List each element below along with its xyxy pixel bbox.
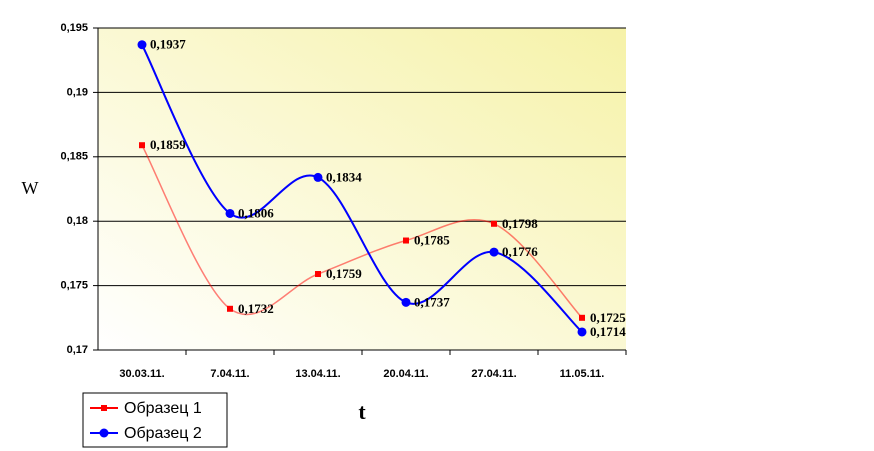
legend-label: Образец 1 [124,400,202,417]
value-label: 0,1859 [150,137,186,152]
legend [82,392,228,448]
marker [139,142,145,149]
marker [315,271,321,278]
value-label: 0,1785 [414,233,450,248]
y-tick-label: 0,175 [60,280,88,292]
marker [137,40,147,50]
value-label: 0,1737 [414,294,450,309]
y-tick-label: 0,195 [60,22,88,34]
value-label: 0,1759 [326,266,362,281]
x-tick-label: 30.03.11. [119,368,164,380]
value-label: 0,1798 [502,216,538,231]
x-tick-label: 11.05.11. [560,368,605,380]
marker [491,220,497,227]
marker [577,327,587,337]
y-tick-label: 0,18 [67,215,88,227]
marker [401,297,411,307]
value-label: 0,1714 [590,324,626,339]
value-label: 0,1776 [502,244,538,259]
value-label: 0,1834 [326,169,362,184]
y-axis-label: W [22,178,39,198]
value-label: 0,1725 [590,310,626,325]
legend-label: Образец 2 [124,425,202,442]
marker [225,208,235,218]
marker [313,172,323,182]
value-label: 0,1937 [150,37,186,52]
marker [489,247,499,257]
value-label: 0,1732 [238,301,274,316]
legend-marker [101,405,107,411]
x-tick-label: 13.04.11. [295,368,340,380]
x-axis-label: t [358,399,366,424]
y-tick-label: 0,17 [67,344,88,356]
x-tick-label: 20.04.11. [383,368,428,380]
legend-marker [99,428,109,438]
series-line [141,144,583,319]
value-label: 0,1806 [238,205,274,220]
plot-area [98,28,626,350]
marker [579,314,585,321]
y-tick-label: 0,19 [67,86,88,98]
y-tick-label: 0,185 [60,151,88,163]
marker [403,237,409,244]
x-tick-label: 7.04.11. [210,368,249,380]
x-tick-label: 27.04.11. [471,368,516,380]
marker [227,305,233,312]
series-line [141,44,583,333]
